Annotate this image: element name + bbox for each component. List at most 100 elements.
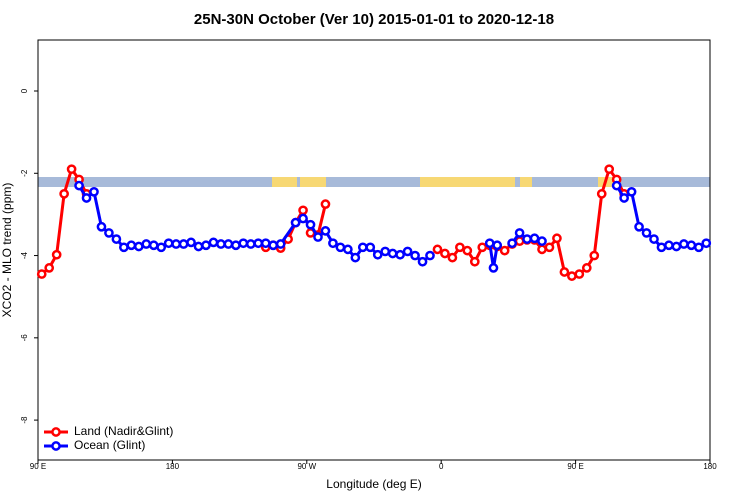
data-point xyxy=(193,241,204,252)
x-tick-label: 180 xyxy=(703,462,717,471)
data-point xyxy=(604,164,615,175)
data-point xyxy=(492,240,503,251)
land-patch xyxy=(300,177,326,187)
data-point xyxy=(343,244,353,255)
x-tick-label: 180 xyxy=(166,462,180,471)
data-point xyxy=(111,234,122,244)
land-patch xyxy=(520,177,532,187)
data-point xyxy=(701,238,712,249)
data-point xyxy=(216,239,226,249)
data-point xyxy=(290,217,301,228)
data-point xyxy=(537,244,547,255)
data-point xyxy=(148,240,159,251)
data-point xyxy=(119,242,129,253)
data-point xyxy=(522,234,532,244)
data-point xyxy=(260,238,271,249)
data-point xyxy=(245,239,256,249)
data-point xyxy=(365,242,376,253)
data-point xyxy=(507,238,517,249)
data-point xyxy=(104,228,114,238)
data-point xyxy=(529,233,540,244)
data-point xyxy=(96,221,107,232)
data-point xyxy=(567,271,577,281)
data-point xyxy=(298,213,308,224)
data-point xyxy=(178,239,189,249)
y-axis-label: XCO2 - MLO trend (ppm) xyxy=(0,183,14,318)
legend: Land (Nadir&Glint)Ocean (Glint) xyxy=(44,424,173,452)
x-tick-label: 0 xyxy=(439,462,444,471)
data-point xyxy=(417,256,428,267)
data-point xyxy=(671,241,682,252)
data-point xyxy=(574,269,585,279)
data-point xyxy=(126,240,137,251)
x-tick-label: 90 E xyxy=(567,462,583,471)
data-point xyxy=(81,193,92,203)
data-point xyxy=(141,239,152,249)
y-tick-label: -8 xyxy=(20,416,29,424)
data-point xyxy=(350,252,361,263)
data-point xyxy=(59,188,69,199)
y-tick-label: -6 xyxy=(20,334,29,342)
data-point xyxy=(664,240,674,251)
data-point xyxy=(611,180,622,191)
y-tick-label: -2 xyxy=(20,169,29,177)
x-tick-label: 90 W xyxy=(297,462,316,471)
data-point xyxy=(372,249,383,260)
ocean-strip xyxy=(38,177,710,187)
data-point xyxy=(619,193,629,203)
data-point xyxy=(552,233,562,244)
data-point xyxy=(305,219,316,230)
data-point xyxy=(357,242,368,253)
x-axis-label: Longitude (deg E) xyxy=(326,477,421,491)
data-point xyxy=(238,238,249,249)
data-point xyxy=(380,246,391,257)
data-point xyxy=(133,241,144,252)
data-point xyxy=(402,246,413,257)
data-point xyxy=(66,164,77,175)
data-point xyxy=(649,234,659,244)
data-point xyxy=(335,242,346,253)
data-point xyxy=(686,240,697,251)
data-point xyxy=(74,180,84,191)
data-point xyxy=(268,240,279,251)
data-point xyxy=(320,226,331,236)
plot-frame xyxy=(37,39,711,461)
data-point xyxy=(395,249,405,260)
data-point xyxy=(313,232,323,242)
y-tick-label: 0 xyxy=(20,88,29,93)
data-point xyxy=(231,240,241,251)
data-point xyxy=(581,263,592,273)
data-point xyxy=(447,252,458,263)
legend-label: Land (Nadir&Glint) xyxy=(74,424,173,438)
land-patch xyxy=(598,177,618,187)
data-point xyxy=(223,239,234,249)
y-tick-label: -4 xyxy=(20,251,29,259)
data-point xyxy=(186,237,196,248)
data-point xyxy=(298,205,308,216)
data-point xyxy=(634,221,644,232)
data-point xyxy=(208,237,219,248)
data-point xyxy=(537,236,547,247)
data-point xyxy=(626,186,637,197)
data-point xyxy=(440,248,450,259)
data-point xyxy=(432,244,443,255)
data-point xyxy=(425,250,435,261)
legend-marker xyxy=(51,441,61,451)
data-point xyxy=(275,239,286,249)
data-point xyxy=(469,256,480,267)
data-point xyxy=(253,238,264,249)
data-point xyxy=(514,228,525,238)
data-point xyxy=(36,269,47,279)
data-point xyxy=(477,242,488,253)
land-patch xyxy=(420,177,515,187)
data-point xyxy=(320,199,331,209)
data-point xyxy=(589,250,600,261)
data-point xyxy=(201,240,211,251)
data-point xyxy=(488,263,499,273)
chart-title: 25N-30N October (Ver 10) 2015-01-01 to 2… xyxy=(194,11,554,28)
data-point xyxy=(484,238,495,249)
data-point xyxy=(641,228,652,238)
data-point xyxy=(596,188,607,199)
data-point xyxy=(559,267,570,277)
